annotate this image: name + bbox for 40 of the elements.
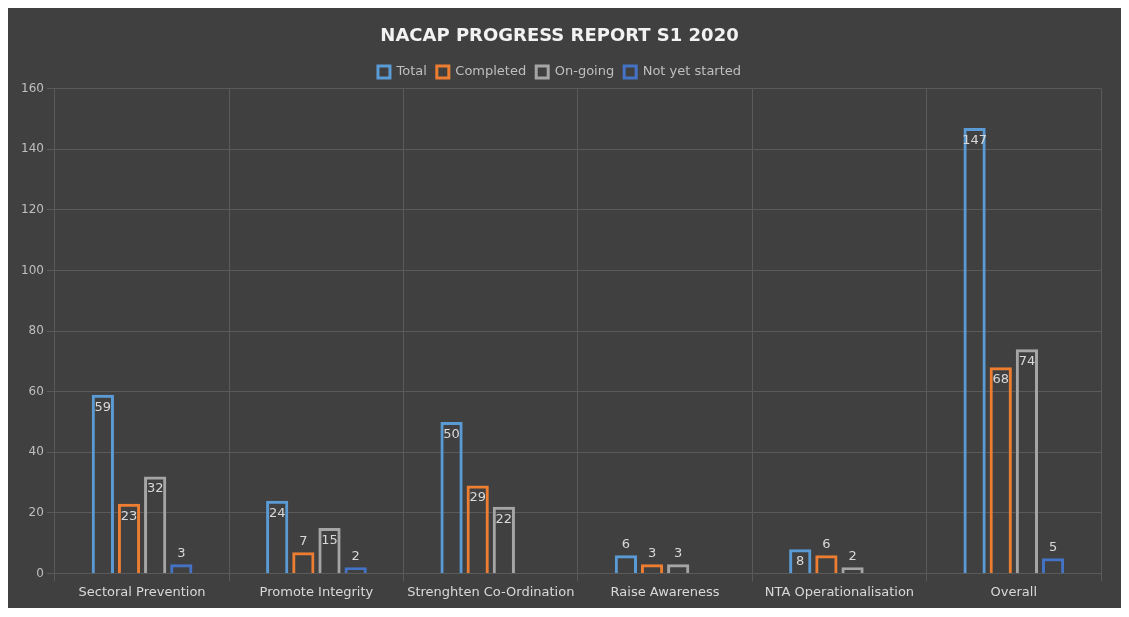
legend-label: Completed (455, 63, 527, 79)
y-tick-label: 20 (28, 504, 44, 519)
data-label: 29 (469, 489, 486, 505)
x-tick-label: Raise Awareness (610, 583, 720, 599)
chart-title: NACAP PROGRESS REPORT S1 2020 (380, 24, 739, 46)
x-tick-label: Overall (990, 583, 1038, 599)
legend-label: On-going (554, 63, 615, 79)
x-tick-label: Promote Integrity (259, 583, 374, 599)
data-label: 59 (94, 398, 112, 414)
y-tick-label: 140 (21, 141, 44, 156)
data-label: 6 (621, 536, 631, 552)
data-label: 6 (822, 536, 831, 552)
data-label: 24 (268, 504, 286, 520)
data-label: 22 (495, 510, 513, 526)
data-label: 23 (120, 507, 138, 523)
y-tick-label: 100 (21, 262, 44, 277)
x-tick-label: Sectoral Prevention (78, 583, 206, 599)
data-label: 5 (1048, 539, 1058, 555)
data-label: 32 (146, 480, 164, 496)
y-tick-label: 60 (28, 383, 44, 398)
data-label: 8 (796, 553, 805, 569)
data-label: 3 (647, 545, 657, 561)
legend-label: Not yet started (642, 63, 742, 79)
data-label: 68 (992, 371, 1010, 387)
data-label: 15 (321, 531, 338, 547)
y-tick-label: 160 (21, 80, 44, 95)
data-label: 50 (443, 425, 460, 441)
data-label: 3 (177, 545, 186, 561)
data-label: 7 (299, 533, 308, 549)
data-label: 2 (848, 548, 857, 564)
x-tick-label: NTA Operationalisation (764, 583, 915, 599)
data-label: 3 (674, 545, 683, 561)
y-tick-label: 120 (21, 201, 44, 216)
legend-label: Total (395, 63, 427, 79)
x-tick-label: Strenghten Co-Ordination (407, 583, 575, 599)
data-label: 74 (1018, 353, 1036, 369)
data-label: 2 (351, 548, 360, 564)
y-tick-label: 40 (28, 444, 44, 459)
y-tick-label: 0 (36, 565, 44, 580)
y-tick-label: 80 (28, 323, 44, 338)
